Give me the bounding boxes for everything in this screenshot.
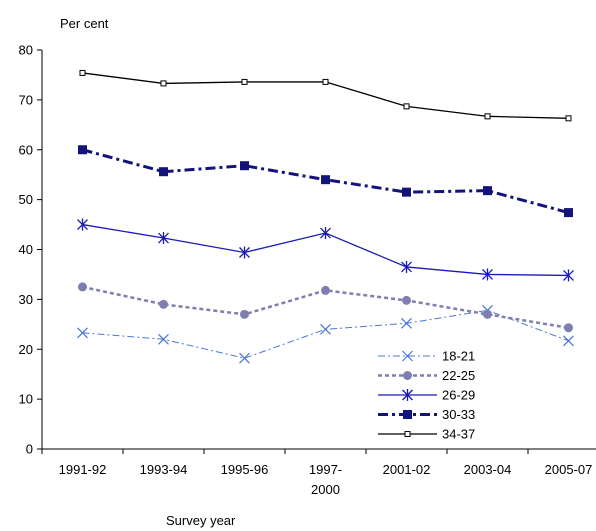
- x-tick-label: 2000: [311, 482, 340, 497]
- legend-label: 18-21: [442, 349, 475, 364]
- legend-label: 34-37: [442, 427, 475, 442]
- data-point: [78, 145, 87, 155]
- y-axis-label: Per cent: [60, 16, 109, 31]
- series-layer: [77, 69, 574, 364]
- legend-item: 30-33: [378, 407, 475, 422]
- y-tick-label: 40: [19, 242, 33, 257]
- legend-marker: [403, 410, 412, 419]
- legend-marker: [403, 371, 412, 380]
- data-point: [483, 309, 492, 319]
- y-tick-label: 10: [19, 392, 33, 407]
- legend-label: 22-25: [442, 368, 475, 383]
- data-point: [239, 246, 250, 259]
- x-tick-label: 1995-96: [221, 462, 269, 477]
- data-point: [159, 167, 168, 177]
- legend-item: 18-21: [378, 349, 475, 364]
- legend: 18-21 22-25 26-29 30-33 34-37: [378, 349, 475, 442]
- data-point: [239, 352, 250, 364]
- data-point: [401, 260, 412, 273]
- data-point: [240, 161, 249, 171]
- data-point: [563, 269, 574, 282]
- series-line: [82, 309, 569, 359]
- legend-marker: [402, 389, 413, 401]
- data-point: [564, 323, 573, 333]
- y-tick-label: 0: [26, 442, 33, 457]
- data-point: [77, 218, 88, 231]
- data-point: [321, 285, 330, 295]
- y-tick-label: 30: [19, 292, 33, 307]
- legend-label: 26-29: [442, 388, 475, 403]
- data-point: [241, 78, 248, 85]
- legend-marker: [402, 350, 413, 362]
- x-tick-label: 1993-94: [140, 462, 188, 477]
- data-point: [240, 309, 249, 319]
- data-point: [482, 268, 493, 281]
- data-point: [484, 113, 491, 120]
- series-34-37: [79, 69, 572, 122]
- data-point: [563, 335, 574, 347]
- series-22-25: [78, 282, 573, 333]
- x-tick-label: 2005-07: [545, 462, 593, 477]
- data-point: [402, 295, 411, 305]
- data-point: [79, 69, 86, 76]
- data-point: [158, 232, 169, 245]
- legend-label: 30-33: [442, 407, 475, 422]
- data-point: [77, 327, 88, 339]
- series-30-33: [78, 145, 573, 218]
- legend-item: 26-29: [378, 388, 475, 403]
- y-tick-label: 80: [19, 43, 33, 58]
- x-axis-label: Survey year: [166, 513, 236, 528]
- data-point: [320, 227, 331, 240]
- data-point: [401, 317, 412, 329]
- x-tick-label: 2001-02: [383, 462, 431, 477]
- y-tick-label: 70: [19, 92, 33, 107]
- x-tick-label: 1991-92: [59, 462, 107, 477]
- data-point: [483, 186, 492, 196]
- series-26-29: [77, 218, 574, 282]
- legend-item: 22-25: [378, 368, 475, 383]
- data-point: [402, 187, 411, 197]
- y-tick-label: 20: [19, 342, 33, 357]
- data-point: [322, 78, 329, 85]
- x-tick-label: 2003-04: [464, 462, 512, 477]
- data-point: [565, 115, 572, 122]
- data-point: [159, 299, 168, 309]
- y-axis: 0 10 20 30 40 50 60 70 80: [19, 43, 42, 457]
- data-point: [160, 80, 167, 87]
- y-tick-label: 50: [19, 192, 33, 207]
- data-point: [320, 323, 331, 335]
- series-18-21: [77, 304, 574, 364]
- data-point: [78, 282, 87, 292]
- legend-item: 34-37: [378, 427, 475, 442]
- x-axis: 1991-92 1993-94 1995-96 1997- 2000 2001-02 200…: [41, 449, 593, 497]
- data-point: [321, 175, 330, 185]
- x-tick-label: 1997-: [309, 462, 342, 477]
- data-point: [158, 333, 169, 345]
- data-point: [564, 208, 573, 218]
- y-tick-label: 60: [19, 142, 33, 157]
- data-point: [403, 103, 410, 110]
- legend-marker: [404, 431, 411, 437]
